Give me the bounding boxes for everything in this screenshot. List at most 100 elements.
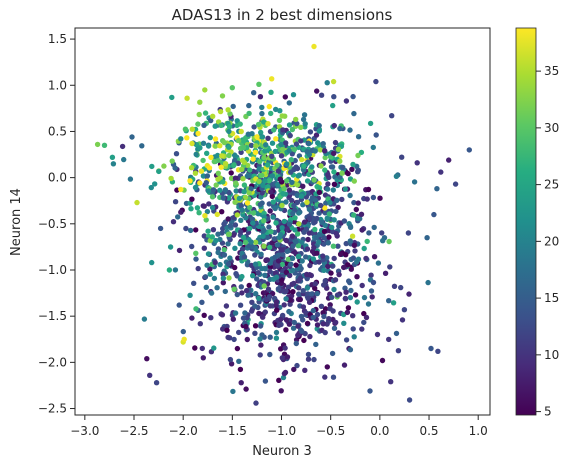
scatter-point	[466, 147, 472, 153]
scatter-point	[243, 287, 250, 294]
scatter-point	[200, 355, 206, 361]
scatter-point	[300, 202, 306, 208]
scatter-point	[293, 340, 299, 347]
scatter-point	[220, 275, 227, 281]
scatter-point	[225, 261, 232, 267]
scatter-point	[330, 243, 337, 249]
scatter-point	[238, 229, 244, 235]
scatter-point	[278, 247, 285, 253]
scatter-point	[290, 210, 296, 217]
scatter-point	[192, 170, 199, 176]
scatter-point	[322, 154, 328, 161]
scatter-point	[226, 275, 232, 281]
scatter-point	[316, 259, 322, 265]
scatter-point	[325, 181, 331, 187]
scatter-point	[263, 142, 269, 148]
scatter-point	[231, 286, 237, 292]
scatter-point	[291, 366, 297, 373]
y-tick-label: 0.5	[48, 124, 67, 138]
scatter-point	[300, 116, 307, 123]
scatter-point	[197, 321, 203, 327]
scatter-point	[250, 156, 256, 162]
scatter-point	[293, 116, 299, 123]
scatter-point	[236, 329, 242, 336]
scatter-point	[263, 257, 270, 263]
scatter-point	[393, 330, 400, 337]
scatter-point	[251, 124, 257, 130]
scatter-point	[189, 315, 195, 321]
scatter-point	[215, 176, 221, 182]
scatter-point	[147, 372, 153, 378]
scatter-point	[232, 264, 238, 271]
scatter-point	[217, 236, 223, 243]
colorbar	[515, 27, 537, 416]
scatter-point	[274, 162, 280, 168]
scatter-point	[183, 225, 189, 232]
scatter-point	[237, 366, 244, 373]
scatter-point	[278, 346, 284, 352]
scatter-point	[271, 236, 278, 242]
scatter-point	[214, 285, 220, 291]
scatter-point	[139, 143, 145, 149]
scatter-point	[306, 230, 312, 236]
scatter-point	[322, 167, 328, 173]
scatter-point	[312, 226, 318, 233]
colorbar-tick-label: 10	[544, 348, 559, 362]
scatter-point	[277, 108, 283, 114]
scatter-point	[321, 282, 327, 288]
scatter-point	[234, 273, 240, 279]
scatter-point	[119, 143, 126, 150]
y-tick-label: −2.0	[38, 355, 67, 369]
scatter-point	[341, 320, 347, 326]
scatter-point	[365, 301, 372, 307]
scatter-point	[370, 144, 376, 151]
scatter-point	[253, 143, 259, 149]
scatter-point	[218, 122, 224, 129]
scatter-point	[267, 264, 273, 270]
scatter-point	[373, 78, 379, 85]
scatter-point	[316, 122, 322, 129]
scatter-point	[215, 170, 221, 176]
scatter-point	[250, 210, 257, 216]
scatter-point	[228, 361, 235, 367]
scatter-point	[261, 243, 267, 249]
scatter-point	[347, 192, 353, 199]
scatter-point	[377, 195, 383, 201]
x-tick-label: −3.0	[70, 424, 99, 438]
scatter-point	[361, 319, 367, 326]
scatter-point	[262, 309, 268, 315]
scatter-point	[349, 166, 355, 172]
scatter-point	[283, 327, 289, 333]
scatter-point	[198, 168, 205, 174]
scatter-point	[265, 121, 271, 127]
scatter-point	[245, 131, 251, 137]
scatter-point	[287, 272, 293, 279]
scatter-point	[288, 157, 294, 163]
scatter-point	[336, 271, 342, 278]
scatter-point	[257, 336, 263, 342]
scatter-point	[313, 341, 319, 348]
scatter-point	[406, 397, 413, 403]
scatter-point	[226, 231, 232, 237]
scatter-point	[291, 146, 298, 153]
scatter-point	[311, 43, 317, 50]
scatter-point	[258, 342, 264, 348]
scatter-point	[304, 178, 311, 184]
scatter-point	[219, 230, 225, 236]
scatter-point	[239, 207, 245, 213]
scatter-point	[287, 297, 293, 303]
points-layer	[94, 43, 472, 406]
scatter-point	[252, 303, 258, 309]
scatter-point	[200, 173, 207, 179]
scatter-point	[330, 78, 337, 85]
scatter-point	[252, 323, 259, 329]
scatter-point	[319, 219, 325, 226]
scatter-point	[220, 225, 226, 232]
colorbar-tick-label: 30	[544, 121, 559, 135]
scatter-point	[306, 299, 313, 305]
scatter-point	[250, 220, 256, 226]
scatter-point	[341, 218, 348, 224]
scatter-point	[202, 110, 209, 116]
scatter-point	[268, 228, 274, 235]
scatter-point	[374, 331, 381, 338]
